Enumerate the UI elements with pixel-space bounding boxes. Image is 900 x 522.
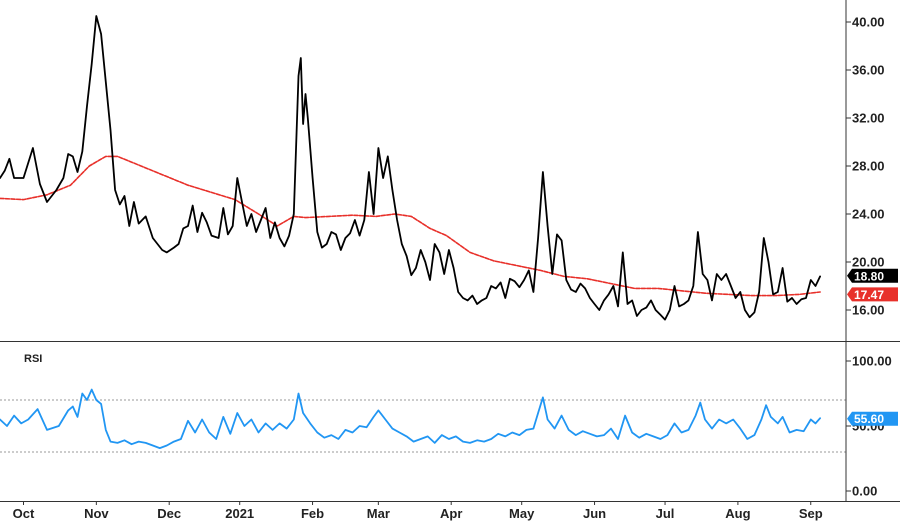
rsi-last-value-tag-bg [847, 411, 898, 426]
rsi-line [0, 388, 821, 449]
chart-grid [0, 399, 846, 453]
price-ytick-label: 40.00 [852, 15, 885, 30]
xtick-label: May [509, 506, 535, 521]
rsi-ytick-label: 0.00 [852, 484, 877, 499]
chart-frame [0, 0, 900, 505]
price-ytick-label: 32.00 [852, 111, 885, 126]
ma-last-value-tag-bg [847, 287, 898, 302]
ma-last-value-tag: 17.47 [847, 287, 898, 302]
price-last-value-tag: 18.80 [847, 268, 898, 283]
xtick-label: Dec [157, 506, 181, 521]
chart-series [0, 15, 821, 449]
price-ytick-label: 36.00 [852, 63, 885, 78]
xtick-label: Jul [656, 506, 675, 521]
price-last-value-tag-bg [847, 268, 898, 283]
chart-labels: 40.00 36.00 32.00 28.00 24.00 20.00 16.00 100.0… [13, 15, 898, 521]
xtick-label: Nov [84, 506, 109, 521]
xtick-label: 2021 [225, 506, 254, 521]
xtick-label: Jun [583, 506, 606, 521]
price-ytick-label: 24.00 [852, 207, 885, 222]
price-ytick-label: 20.00 [852, 255, 885, 270]
xtick-label: Sep [799, 506, 823, 521]
ma-last-value-tag-text: 17.47 [854, 288, 884, 302]
price-ytick-label: 16.00 [852, 303, 885, 318]
xtick-label: Apr [440, 506, 462, 521]
xtick-label: Oct [13, 506, 35, 521]
xtick-label: Aug [725, 506, 750, 521]
rsi-last-value-tag: 55.60 [847, 411, 898, 426]
rsi-last-value-tag-text: 55.60 [854, 412, 884, 426]
price-ytick-label: 28.00 [852, 159, 885, 174]
rsi-panel-title: RSI [24, 353, 42, 365]
rsi-ytick-label: 100.00 [852, 354, 892, 369]
moving-average-line [0, 155, 821, 297]
price-line [0, 15, 821, 321]
xtick-label: Feb [301, 506, 324, 521]
xtick-label: Mar [367, 506, 390, 521]
price-last-value-tag-text: 18.80 [854, 269, 884, 283]
